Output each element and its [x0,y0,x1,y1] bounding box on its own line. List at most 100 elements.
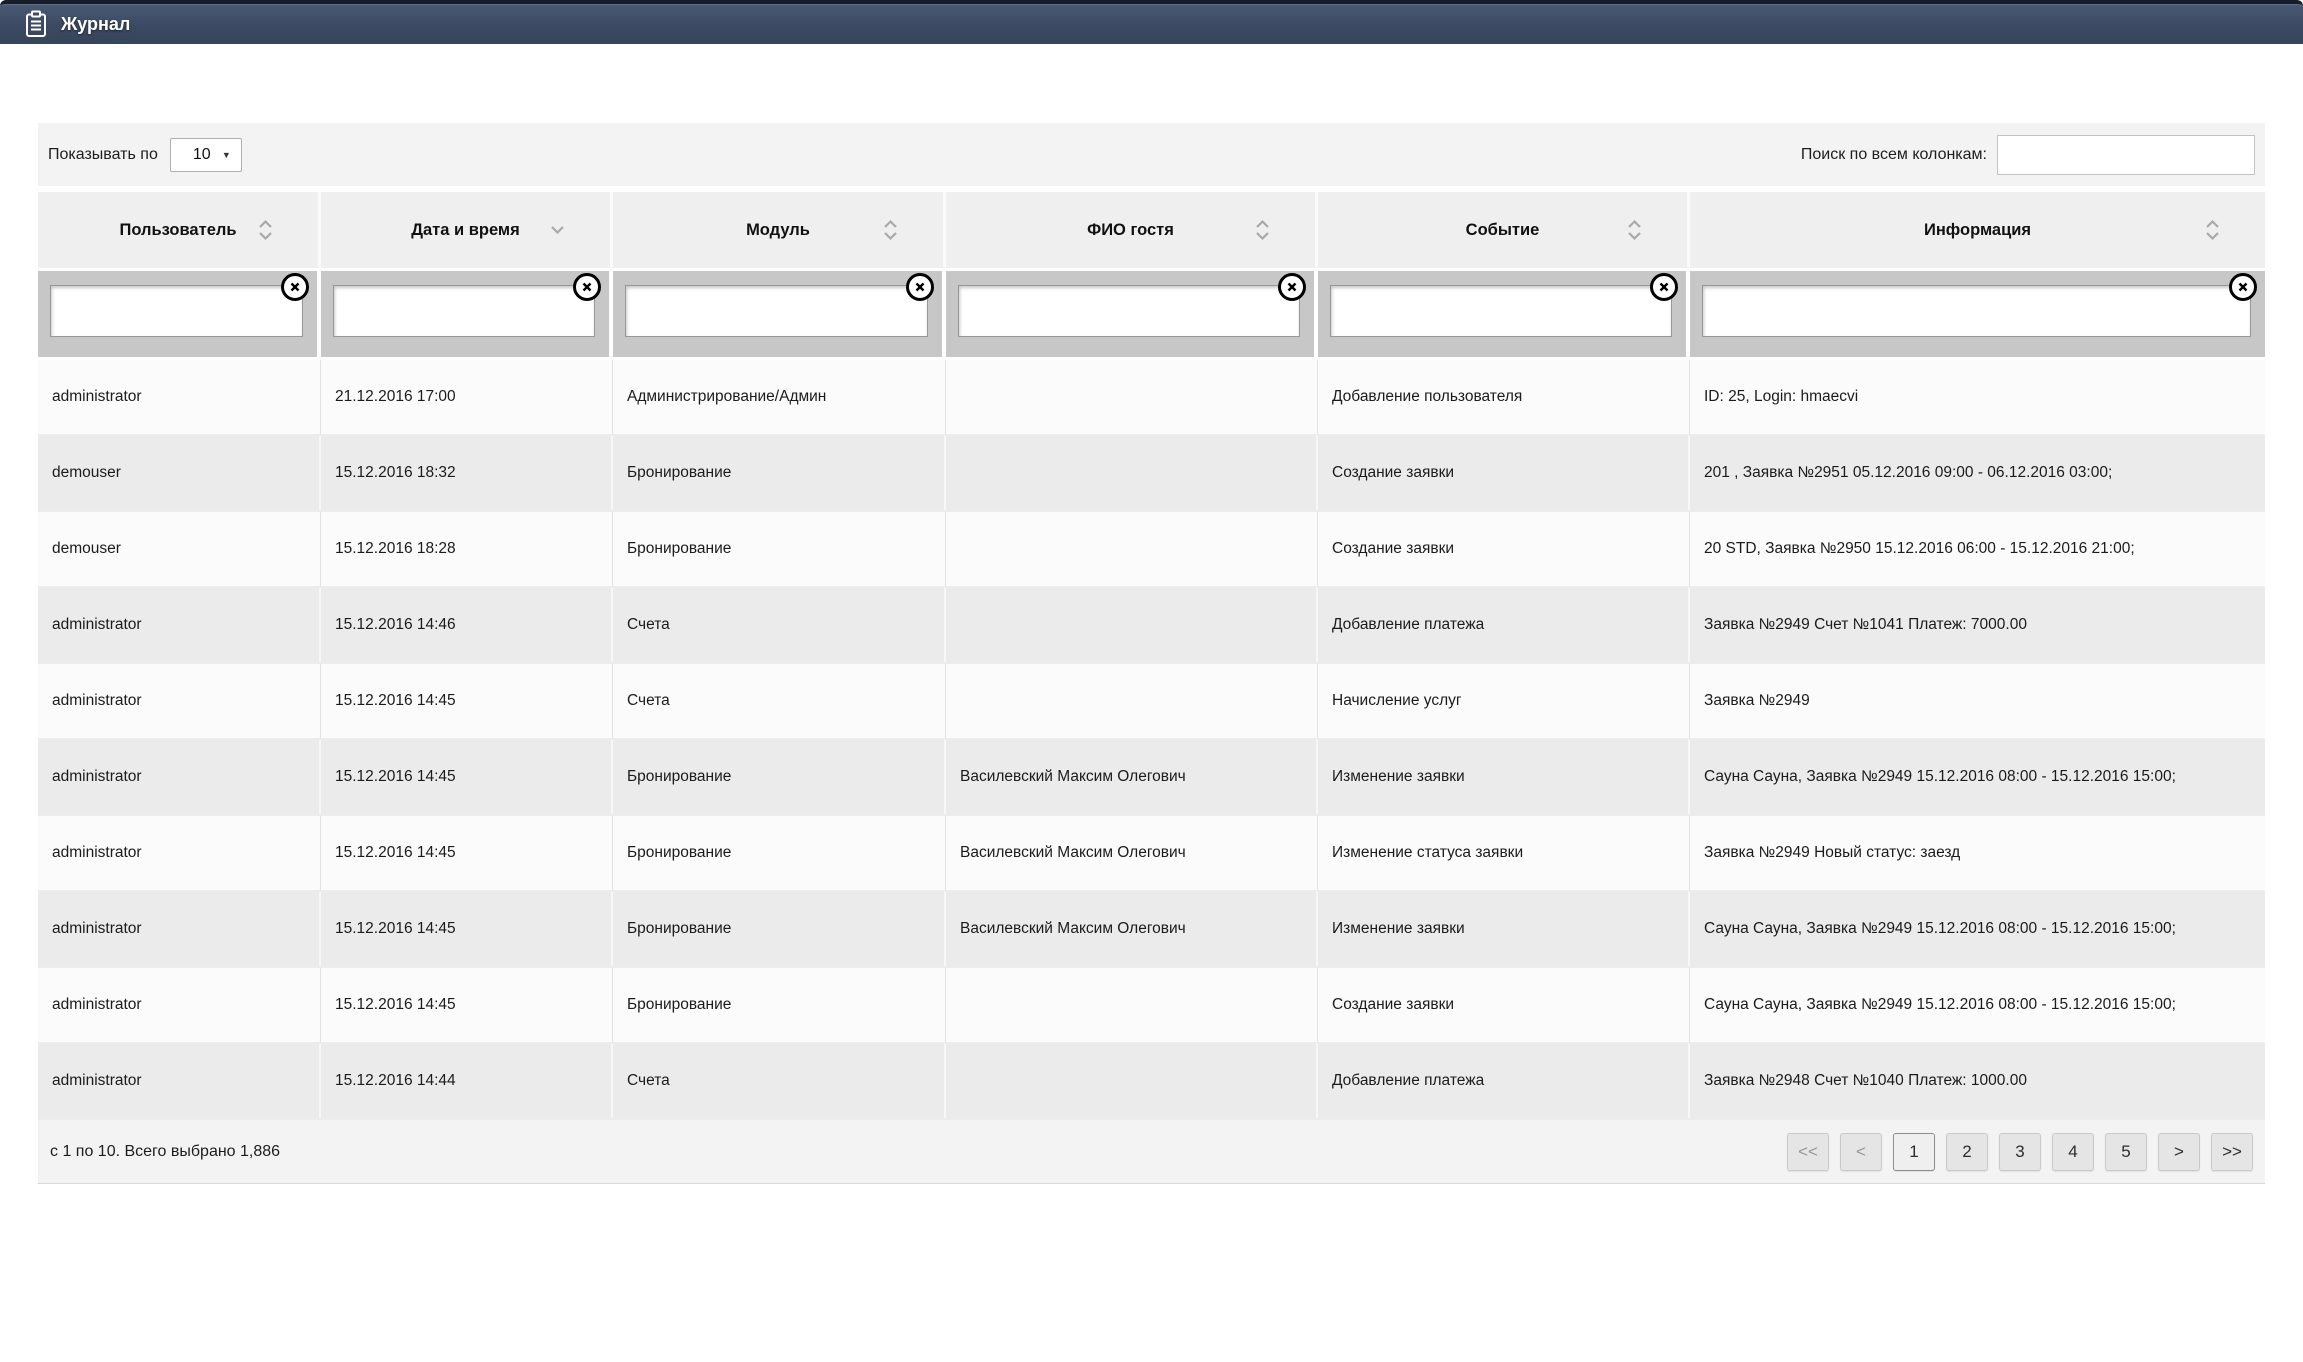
clipboard-icon [24,10,48,38]
pagination-button-prev[interactable]: < [1840,1132,1882,1171]
cell-module: Бронирование [613,816,946,890]
cell-user: administrator [38,968,321,1042]
cell-info: Заявка №2949 Счет №1041 Платеж: 7000.00 [1704,616,2027,633]
filter-input-event[interactable] [1330,285,1672,337]
cell-user: administrator [38,740,321,814]
cell-info: ID: 25, Login: hmaecvi [1704,388,1859,405]
cell-module: Счета [613,1044,946,1118]
cell-event: Создание заявки [1318,968,1690,1042]
cell-info: 201 , Заявка №2951 05.12.2016 09:00 - 06… [1704,464,2113,481]
cell-event: Добавление платежа [1318,1044,1690,1118]
cell-guest [946,968,1318,1042]
filter-clear-icon[interactable] [2229,273,2257,301]
pagination: << <1 2 3 4 5 > >> [1787,1132,2253,1171]
table-row[interactable]: administrator 15.12.2016 14:46 Счета Добавл… [38,588,2265,664]
cell-user: administrator [38,1044,321,1118]
filter-input-datetime[interactable] [333,285,595,337]
cell-event: Создание заявки [1318,512,1690,586]
pagination-button-page-4[interactable]: 4 [2052,1132,2094,1171]
cell-datetime: 15.12.2016 18:28 [321,512,613,586]
cell-guest [946,436,1318,510]
sort-updown-icon[interactable] [257,219,274,241]
table-header-row: Пользователь Дата и время Модуль ФИО гостя С… [38,192,2265,268]
filter-clear-icon[interactable] [1278,273,1306,301]
column-header-label: Модуль [746,220,810,239]
search-input[interactable] [1997,134,2255,175]
column-header-event[interactable]: Событие [1318,192,1690,268]
column-header-module[interactable]: Модуль [613,192,946,268]
cell-datetime: 15.12.2016 14:46 [321,588,613,662]
pagination-button-page-5[interactable]: 5 [2105,1132,2147,1171]
table-row[interactable]: administrator 15.12.2016 14:45 Бронировани… [38,968,2265,1044]
page-title: Журнал [61,13,131,34]
column-header-guest[interactable]: ФИО гостя [946,192,1318,268]
pagination-button-page-3[interactable]: 3 [1999,1132,2041,1171]
filter-input-info[interactable] [1702,285,2251,337]
cell-user: administrator [38,360,321,434]
cell-guest [946,664,1318,738]
cell-user: demouser [38,436,321,510]
filter-clear-icon[interactable] [906,273,934,301]
topbar: Журнал [0,0,2303,44]
cell-datetime: 15.12.2016 14:45 [321,664,613,738]
cell-module: Бронирование [613,436,946,510]
pagination-button-next[interactable]: > [2158,1132,2200,1171]
pagination-button-page-1[interactable]: 1 [1893,1132,1935,1171]
cell-guest [946,512,1318,586]
cell-event: Изменение заявки [1318,740,1690,814]
chevron-down-icon: ▼ [221,149,231,160]
cell-datetime: 15.12.2016 14:45 [321,816,613,890]
pagination-button-page-2[interactable]: 2 [1946,1132,1988,1171]
cell-info: Сауна Сауна, Заявка №2949 15.12.2016 08:… [1704,768,2176,785]
search-label: Поиск по всем колонкам: [1800,145,1987,163]
table-row[interactable]: administrator 15.12.2016 14:45 Бронировани… [38,892,2265,968]
filter-clear-icon[interactable] [1650,273,1678,301]
table-row[interactable]: demouser 15.12.2016 18:28 Бронирование Созд… [38,512,2265,588]
column-header-label: Дата и время [411,220,520,239]
page-size-value: 10 [192,145,211,163]
filter-input-user[interactable] [50,285,303,337]
cell-guest [946,588,1318,662]
cell-event: Создание заявки [1318,436,1690,510]
cell-info: Заявка №2949 [1704,692,1810,709]
table-row[interactable]: administrator 15.12.2016 14:44 Счета Добавл… [38,1044,2265,1120]
table-controls: Показывать по 10 ▼ Поиск по всем колонка… [38,123,2265,186]
journal-panel: Показывать по 10 ▼ Поиск по всем колонка… [38,123,2265,1184]
filter-cell-datetime [321,271,609,357]
filter-row [38,268,2265,360]
cell-module: Счета [613,588,946,662]
cell-module: Счета [613,664,946,738]
filter-clear-icon[interactable] [573,273,601,301]
cell-datetime: 15.12.2016 14:44 [321,1044,613,1118]
cell-event: Добавление пользователя [1318,360,1690,434]
filter-input-module[interactable] [625,285,928,337]
table-body: administrator 21.12.2016 17:00 Администрир… [38,360,2265,1120]
table-row[interactable]: administrator 15.12.2016 14:45 Счета Начисл… [38,664,2265,740]
summary-text: с 1 по 10. Всего выбрано 1,886 [50,1142,281,1160]
pagination-button-last[interactable]: >> [2211,1132,2253,1171]
pagination-button-first[interactable]: << [1787,1132,1829,1171]
cell-datetime: 21.12.2016 17:00 [321,360,613,434]
page-size-select[interactable]: 10 ▼ [169,137,242,172]
table-row[interactable]: administrator 21.12.2016 17:00 Администрир… [38,360,2265,436]
sort-updown-icon[interactable] [882,219,899,241]
cell-datetime: 15.12.2016 18:32 [321,436,613,510]
sort-desc-icon[interactable] [549,225,566,236]
column-header-datetime[interactable]: Дата и время [321,192,613,268]
column-header-label: Информация [1923,220,2032,239]
sort-updown-icon[interactable] [1254,219,1271,241]
column-header-info[interactable]: Информация [1690,192,2265,268]
table-row[interactable]: administrator 15.12.2016 14:45 Бронировани… [38,740,2265,816]
table-row[interactable]: administrator 15.12.2016 14:45 Бронировани… [38,816,2265,892]
filter-cell-guest [946,271,1314,357]
table-row[interactable]: demouser 15.12.2016 18:32 Бронирование Созд… [38,436,2265,512]
column-header-user[interactable]: Пользователь [38,192,321,268]
table-footer: с 1 по 10. Всего выбрано 1,886 << <1 2 3 4 5 >… [38,1120,2265,1184]
filter-input-guest[interactable] [958,285,1300,337]
filter-cell-module [613,271,942,357]
sort-updown-icon[interactable] [2204,219,2221,241]
sort-updown-icon[interactable] [1626,219,1643,241]
filter-clear-icon[interactable] [281,273,309,301]
column-header-label: ФИО гостя [1087,220,1174,239]
cell-user: administrator [38,664,321,738]
